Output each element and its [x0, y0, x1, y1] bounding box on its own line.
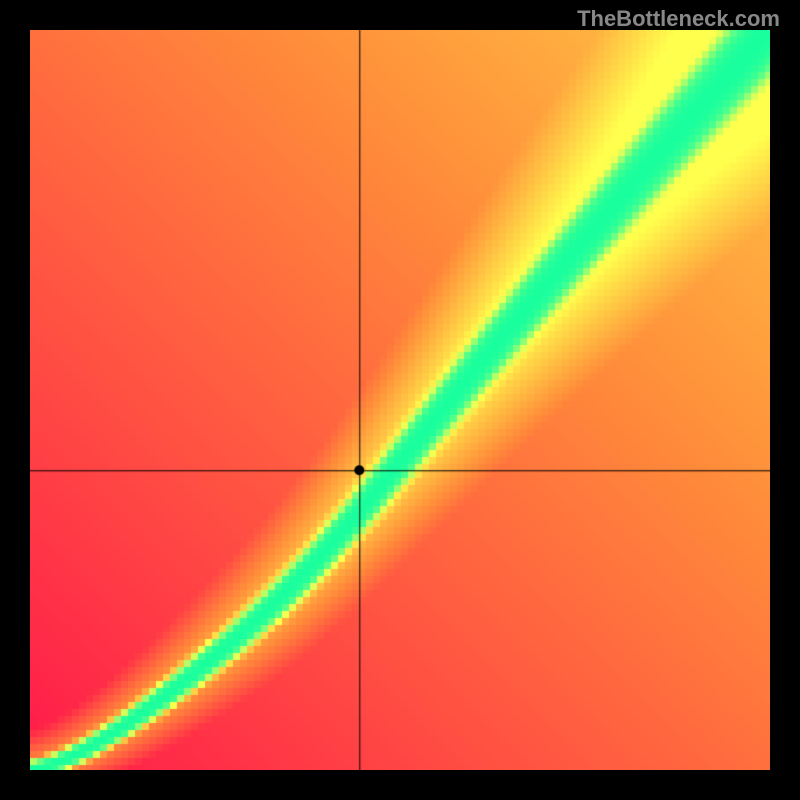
bottleneck-heatmap: [30, 30, 770, 770]
chart-container: TheBottleneck.com: [0, 0, 800, 800]
watermark-label: TheBottleneck.com: [577, 6, 780, 32]
